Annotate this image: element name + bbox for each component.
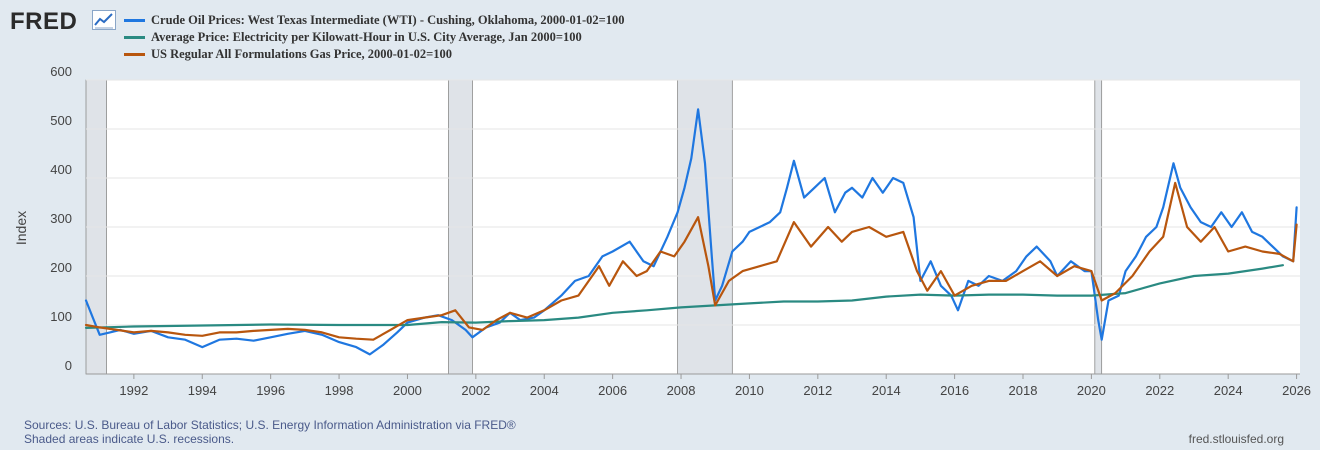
legend-entry-wti[interactable]: Crude Oil Prices: West Texas Intermediat… xyxy=(124,12,625,29)
x-tick-label: 2022 xyxy=(1145,383,1174,398)
y-axis-label: Index xyxy=(13,211,29,245)
legend-label: Crude Oil Prices: West Texas Intermediat… xyxy=(151,13,625,27)
legend-label: Average Price: Electricity per Kilowatt-… xyxy=(151,30,582,44)
chart-legend: Crude Oil Prices: West Texas Intermediat… xyxy=(124,12,625,63)
x-tick-label: 1998 xyxy=(325,383,354,398)
y-tick-label: 600 xyxy=(50,64,72,79)
x-tick-label: 2002 xyxy=(461,383,490,398)
legend-swatch xyxy=(124,53,145,56)
line-chart-icon xyxy=(92,10,116,30)
x-tick-label: 2024 xyxy=(1214,383,1243,398)
x-tick-label: 1996 xyxy=(256,383,285,398)
legend-entry-gas[interactable]: US Regular All Formulations Gas Price, 2… xyxy=(124,46,625,63)
x-tick-label: 2026 xyxy=(1282,383,1311,398)
x-tick-label: 2016 xyxy=(940,383,969,398)
y-tick-label: 100 xyxy=(50,309,72,324)
x-tick-label: 2008 xyxy=(667,383,696,398)
y-tick-label: 300 xyxy=(50,211,72,226)
y-tick-label: 400 xyxy=(50,162,72,177)
series-electricity-line[interactable] xyxy=(84,264,1285,329)
legend-swatch xyxy=(124,19,145,22)
x-tick-label: 2014 xyxy=(872,383,901,398)
series-gas-line[interactable] xyxy=(84,181,1298,341)
series-wti-line[interactable] xyxy=(84,108,1298,356)
x-tick-label: 1994 xyxy=(188,383,217,398)
y-tick-label: 200 xyxy=(50,260,72,275)
x-tick-label: 2012 xyxy=(803,383,832,398)
line-chart[interactable]: 0 100 200 300 400 500 600 1992 1994 1996 1998 2000… xyxy=(0,0,1320,412)
fred-logo[interactable]: FRED xyxy=(10,8,78,35)
x-tick-label: 2020 xyxy=(1077,383,1106,398)
sources-text: Sources: U.S. Bureau of Labor Statistics… xyxy=(24,418,516,432)
x-tick-label: 2004 xyxy=(530,383,559,398)
legend-swatch xyxy=(124,36,145,39)
y-tick-label: 500 xyxy=(50,113,72,128)
legend-label: US Regular All Formulations Gas Price, 2… xyxy=(151,47,452,61)
footer: Sources: U.S. Bureau of Labor Statistics… xyxy=(24,418,516,446)
recession-note: Shaded areas indicate U.S. recessions. xyxy=(24,432,235,446)
legend-entry-electricity[interactable]: Average Price: Electricity per Kilowatt-… xyxy=(124,29,625,46)
x-tick-label: 2006 xyxy=(598,383,627,398)
x-tick-label: 2018 xyxy=(1009,383,1038,398)
site-link[interactable]: fred.stlouisfed.org xyxy=(1188,432,1284,446)
y-tick-label: 0 xyxy=(65,358,72,373)
x-tick-label: 1992 xyxy=(119,383,148,398)
x-tick-label: 2010 xyxy=(735,383,764,398)
x-tick-label: 2000 xyxy=(393,383,422,398)
